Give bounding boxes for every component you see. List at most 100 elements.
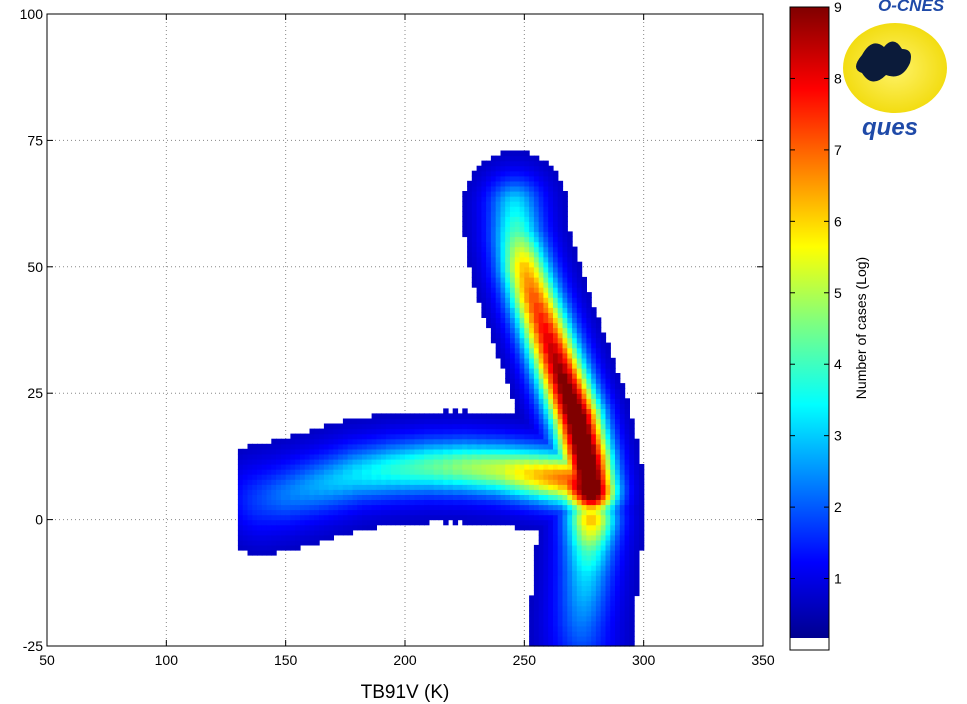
heatmap-cell	[271, 438, 277, 445]
heatmap-cell	[576, 428, 583, 435]
heatmap-cell	[567, 398, 573, 404]
heatmap-cell	[510, 428, 516, 435]
heatmap-cell	[510, 352, 516, 359]
heatmap-cell	[242, 519, 249, 526]
heatmap-cell	[624, 544, 630, 551]
heatmap-cell	[476, 514, 482, 521]
heatmap-cell	[481, 211, 487, 217]
heatmap-cell	[548, 539, 554, 546]
heatmap-cell	[543, 580, 549, 586]
heatmap-cell	[624, 600, 630, 607]
heatmap-cell	[486, 307, 492, 313]
heatmap-cell	[529, 206, 535, 212]
heatmap-cell	[591, 605, 597, 612]
heatmap-cell	[548, 282, 554, 288]
heatmap-cell	[581, 418, 587, 425]
heatmap-cell	[471, 413, 478, 420]
heatmap-cell	[533, 600, 540, 607]
heatmap-cell	[524, 236, 530, 243]
heatmap-cell	[538, 640, 545, 647]
heatmap-cell	[562, 383, 568, 389]
heatmap-cell	[381, 464, 387, 470]
heatmap-cell	[438, 413, 444, 420]
heatmap-cell	[610, 570, 616, 576]
heatmap-cell	[619, 433, 626, 440]
heatmap-cell	[610, 620, 616, 627]
heatmap-cell	[629, 524, 635, 531]
heatmap-cell	[533, 322, 540, 329]
heatmap-cell	[533, 575, 540, 581]
heatmap-cell	[557, 271, 564, 278]
heatmap-cell	[533, 282, 540, 288]
heatmap-cell	[586, 342, 592, 349]
heatmap-cell	[572, 266, 578, 273]
heatmap-cell	[486, 160, 492, 167]
heatmap-cell	[538, 165, 545, 172]
heatmap-cell	[615, 549, 621, 556]
heatmap-cell	[362, 443, 368, 450]
heatmap-cell	[543, 373, 549, 379]
heatmap-cell	[285, 469, 292, 475]
heatmap-cell	[610, 565, 616, 571]
heatmap-cell	[490, 423, 497, 430]
heatmap-cell	[624, 625, 630, 632]
heatmap-cell	[409, 519, 416, 526]
heatmap-cell	[505, 236, 511, 243]
heatmap-cell	[357, 433, 363, 440]
heatmap-cell	[600, 560, 607, 566]
heatmap-cell	[533, 464, 540, 470]
heatmap-cell	[357, 524, 363, 531]
heatmap-cell	[567, 625, 573, 632]
heatmap-cell	[462, 196, 468, 202]
heatmap-cell	[385, 509, 392, 516]
heatmap-cell	[514, 297, 521, 303]
heatmap-cell	[419, 433, 425, 440]
heatmap-cell	[533, 327, 540, 334]
heatmap-cell	[548, 605, 554, 612]
heatmap-cell	[486, 256, 492, 263]
heatmap-cell	[448, 489, 454, 495]
y-tick-label: 75	[27, 132, 43, 148]
heatmap-cell	[500, 251, 506, 258]
heatmap-cell	[562, 241, 568, 248]
heatmap-cell	[471, 479, 478, 485]
heatmap-cell	[300, 504, 306, 511]
heatmap-cell	[567, 271, 573, 278]
heatmap-cell	[586, 630, 592, 637]
heatmap-cell	[591, 332, 597, 339]
heatmap-cell	[548, 373, 554, 379]
heatmap-cell	[524, 418, 530, 425]
heatmap-cell	[519, 428, 525, 435]
heatmap-cell	[533, 180, 540, 187]
heatmap-cell	[562, 231, 568, 238]
heatmap-cell	[557, 610, 564, 617]
heatmap-cell	[490, 221, 497, 227]
heatmap-cell	[519, 342, 525, 349]
heatmap-cell	[610, 494, 616, 500]
heatmap-cell	[624, 438, 630, 445]
heatmap-cell	[624, 640, 630, 647]
heatmap-cell	[638, 514, 645, 521]
heatmap-cell	[567, 469, 573, 475]
heatmap-cell	[371, 443, 377, 450]
heatmap-cell	[443, 438, 449, 445]
heatmap-cell	[543, 221, 549, 227]
heatmap-cell	[572, 524, 578, 531]
heatmap-cell	[405, 423, 411, 430]
heatmap-cell	[586, 635, 592, 642]
heatmap-cell	[519, 453, 525, 460]
heatmap-cell	[557, 261, 564, 268]
heatmap-cell	[495, 428, 502, 435]
heatmap-cell	[438, 479, 444, 485]
heatmap-cell	[619, 595, 626, 602]
heatmap-cell	[538, 509, 545, 516]
heatmap-cell	[538, 560, 545, 566]
heatmap-cell	[548, 352, 554, 359]
heatmap-cell	[576, 544, 583, 551]
heatmap-cell	[624, 489, 630, 495]
heatmap-cell	[529, 327, 535, 334]
heatmap-cell	[557, 297, 564, 303]
heatmap-cell	[405, 514, 411, 521]
heatmap-cell	[505, 327, 511, 334]
heatmap-cell	[543, 494, 549, 500]
